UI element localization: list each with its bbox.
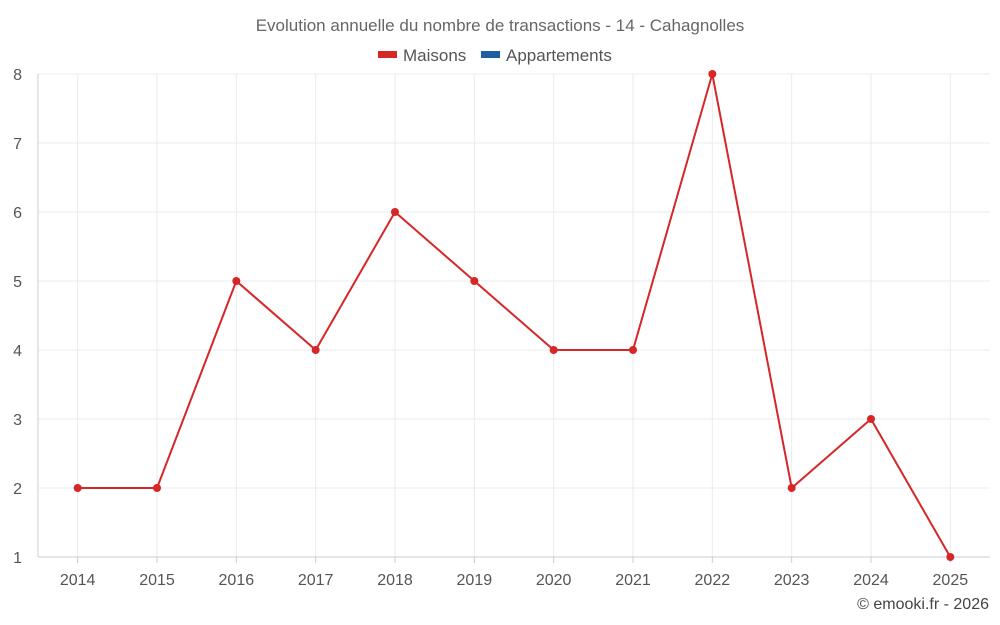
data-point-maisons-2014[interactable] [73,484,82,492]
y-tick-label: 3 [13,412,22,429]
x-tick-label: 2020 [536,572,572,589]
data-point-maisons-2023[interactable] [787,484,796,492]
x-axis-ticks: 2014 2015 2016 2017 2018 2019 2020 2021 2022 2023… [60,572,968,589]
x-tick-label: 2016 [219,572,255,589]
x-tick-label: 2023 [774,572,810,589]
y-tick-label: 8 [13,67,22,84]
data-point-maisons-2025[interactable] [946,553,955,561]
legend-item-appartements[interactable]: Appartements [481,46,612,65]
y-axis-ticks: 1 2 3 4 5 6 7 8 [13,67,22,567]
legend: Maisons Appartements [378,46,612,65]
x-tick-label: 2022 [695,572,731,589]
x-tick-label: 2015 [139,572,175,589]
credit-text: © emooki.fr - 2026 [857,596,989,613]
x-tick-label: 2021 [615,572,651,589]
legend-swatch-maisons [378,51,397,58]
legend-swatch-appartements [481,51,500,58]
x-tick-label: 2017 [298,572,334,589]
chart-title: Evolution annuelle du nombre de transact… [256,16,745,35]
y-tick-label: 5 [13,274,22,291]
y-tick-label: 4 [13,343,22,360]
series-line-maisons [77,73,952,558]
y-tick-label: 2 [13,481,22,498]
y-tick-label: 6 [13,205,22,222]
legend-label-appartements: Appartements [506,46,612,65]
x-tick-label: 2019 [457,572,493,589]
x-tick-label: 2025 [933,572,969,589]
x-tick-label: 2018 [377,572,413,589]
grid [38,73,990,557]
legend-item-maisons[interactable]: Maisons [378,46,466,65]
data-point-maisons-2016[interactable] [232,277,241,285]
y-tick-label: 1 [13,550,22,567]
x-tick-label: 2014 [60,572,96,589]
data-point-maisons-2021[interactable] [629,346,637,354]
legend-label-maisons: Maisons [403,46,466,65]
x-tick-label: 2024 [853,572,889,589]
series [73,70,955,561]
data-point-maisons-2018[interactable] [391,208,399,216]
data-point-maisons-2015[interactable] [153,484,161,492]
data-point-maisons-2019[interactable] [470,277,479,285]
y-tick-label: 7 [13,136,22,153]
data-point-maisons-2017[interactable] [311,346,320,354]
data-point-maisons-2022[interactable] [708,70,717,78]
data-point-maisons-2020[interactable] [549,346,558,354]
data-point-maisons-2024[interactable] [867,415,875,423]
axes [37,74,990,563]
